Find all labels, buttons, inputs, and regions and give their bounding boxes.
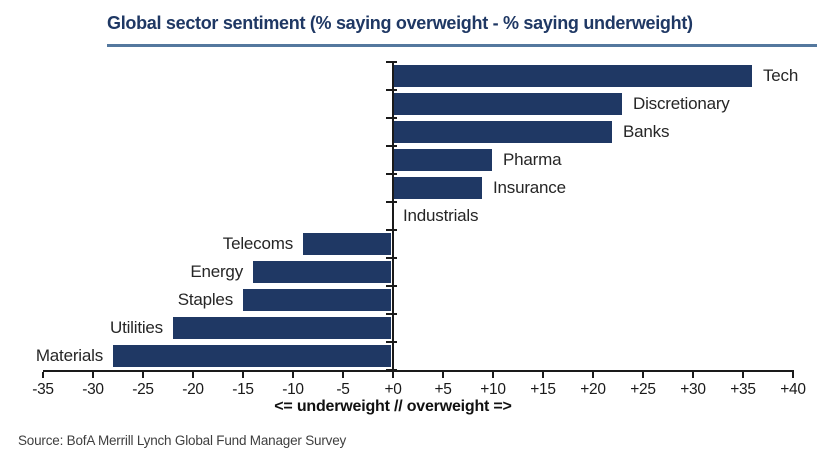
bar-label: Industrials	[403, 206, 479, 225]
category-tick	[386, 201, 397, 203]
x-tick	[592, 372, 594, 378]
x-tick	[492, 372, 494, 378]
x-tick	[92, 372, 94, 378]
x-tick	[442, 372, 444, 378]
x-tick	[292, 372, 294, 378]
x-tick	[392, 372, 394, 378]
x-tick-label: +35	[730, 381, 756, 398]
x-tick-label: +15	[530, 381, 556, 398]
x-tick	[692, 372, 694, 378]
x-tick-label: +20	[580, 381, 606, 398]
bar-label: Pharma	[503, 150, 562, 169]
bar-label: Insurance	[493, 178, 566, 197]
bar-label: Materials	[35, 346, 103, 365]
x-tick	[792, 372, 794, 378]
category-tick	[386, 313, 397, 315]
category-tick	[386, 341, 397, 343]
bar	[253, 261, 391, 283]
source-note: Source: BofA Merrill Lynch Global Fund M…	[18, 433, 347, 448]
x-tick	[42, 372, 44, 378]
category-tick	[386, 173, 397, 175]
bar	[394, 121, 612, 143]
bar-label: Telecoms	[222, 234, 293, 253]
category-tick	[386, 257, 397, 259]
x-tick-label: +25	[630, 381, 656, 398]
bar	[113, 345, 391, 367]
x-tick-label: -30	[82, 381, 104, 398]
x-tick-label: +40	[780, 381, 806, 398]
bar-label: Staples	[177, 290, 234, 309]
bar-label: Tech	[763, 66, 799, 85]
x-tick	[142, 372, 144, 378]
y-axis-line	[392, 62, 394, 370]
bar-label: Banks	[623, 122, 670, 141]
category-tick	[386, 61, 397, 63]
category-tick	[386, 229, 397, 231]
bar	[394, 149, 492, 171]
x-tick	[742, 372, 744, 378]
category-tick	[386, 369, 397, 371]
x-tick	[542, 372, 544, 378]
x-tick-label: +5	[434, 381, 452, 398]
title-underline	[107, 44, 817, 47]
x-tick-label: -10	[282, 381, 304, 398]
x-tick-label: -5	[336, 381, 350, 398]
x-tick-label: +0	[384, 381, 402, 398]
bar-label: Discretionary	[633, 94, 730, 113]
x-tick	[242, 372, 244, 378]
category-tick	[386, 89, 397, 91]
x-axis-line	[43, 370, 794, 372]
bar	[394, 177, 482, 199]
x-tick-label: +30	[680, 381, 706, 398]
x-axis-label: <= underweight // overweight =>	[274, 398, 512, 415]
x-tick	[192, 372, 194, 378]
x-tick-label: +10	[480, 381, 506, 398]
bar-label: Energy	[190, 262, 243, 281]
x-tick	[642, 372, 644, 378]
bar-label: Utilities	[110, 318, 163, 337]
x-tick-label: -25	[132, 381, 154, 398]
category-tick	[386, 117, 397, 119]
category-tick	[386, 285, 397, 287]
category-tick	[386, 145, 397, 147]
chart-title: Global sector sentiment (% saying overwe…	[107, 13, 693, 33]
bar	[394, 93, 622, 115]
bar	[394, 65, 752, 87]
bar	[173, 317, 391, 339]
x-tick	[342, 372, 344, 378]
bar	[303, 233, 391, 255]
bar	[243, 289, 391, 311]
x-tick-label: -20	[182, 381, 204, 398]
x-tick-label: -35	[32, 381, 54, 398]
x-tick-label: -15	[232, 381, 254, 398]
